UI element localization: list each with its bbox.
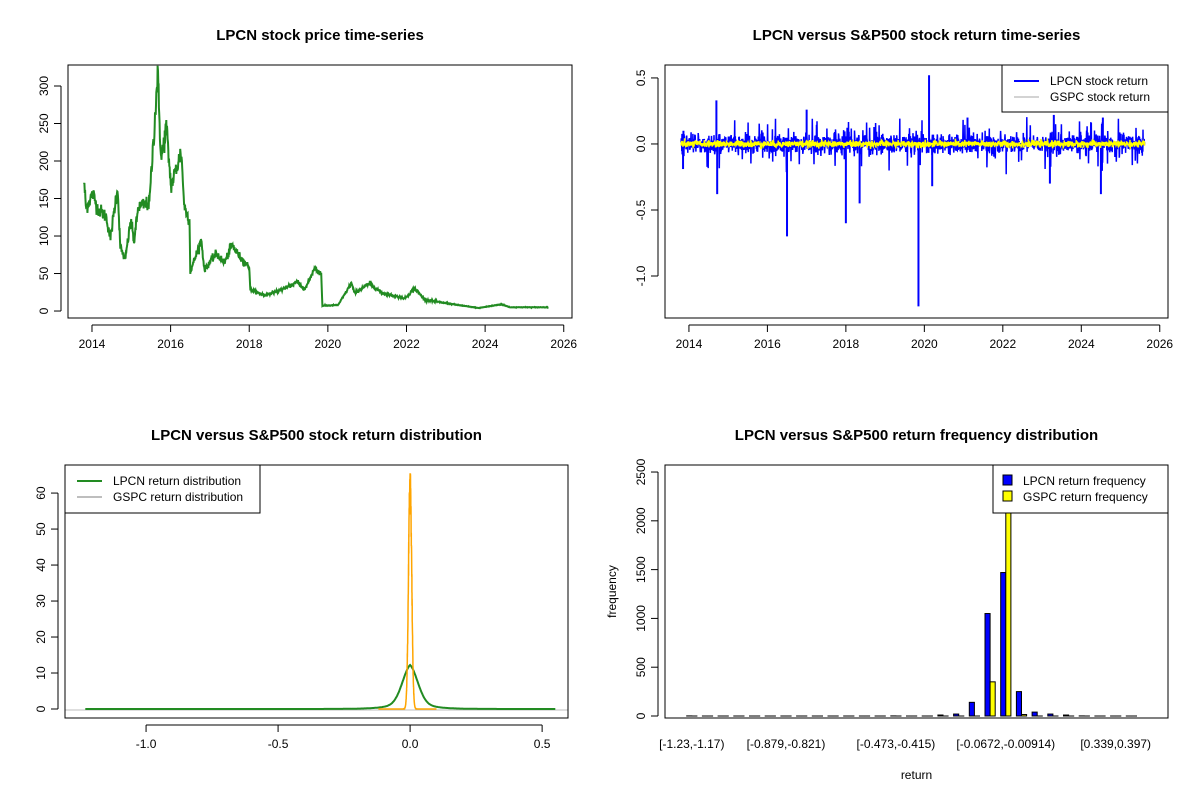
bar-gspc <box>1021 714 1028 717</box>
x-tick-label: 0.5 <box>534 737 551 751</box>
x-tick-label: [-1.23,-1.17) <box>659 737 724 751</box>
panel-2: LPCN versus S&P500 stock return time-ser… <box>634 27 1173 351</box>
y-tick-label: 150 <box>37 188 51 208</box>
y-axis: 0 500 1000 1500 2000 2500 <box>634 458 659 719</box>
y-tick-label: 0 <box>34 705 48 712</box>
x-tick-label: 0.0 <box>402 737 419 751</box>
legend-label: LPCN return frequency <box>1023 474 1146 488</box>
density-gspc <box>378 473 437 710</box>
plot-box <box>64 464 569 719</box>
x-tick-label: 2020 <box>911 337 938 351</box>
bar-lpcn <box>1031 711 1038 717</box>
bar-lpcn <box>1063 714 1070 717</box>
legend-label: LPCN return distribution <box>113 474 241 488</box>
y-tick-label: 2500 <box>634 458 648 485</box>
bar-lpcn <box>1000 572 1007 717</box>
y-tick-label: 20 <box>34 630 48 644</box>
legend: LPCN stock return GSPC stock return <box>1001 64 1169 113</box>
legend-box <box>992 464 1169 514</box>
panel-4: LPCN versus S&P500 return frequency dist… <box>605 427 1169 782</box>
plot-box <box>664 64 1169 319</box>
x-tick-label: 2024 <box>472 337 499 351</box>
y-tick-label: 0 <box>634 712 648 719</box>
y-tick-label: 1500 <box>634 556 648 583</box>
y-tick-label: 500 <box>634 657 648 677</box>
x-tick-label: 2018 <box>833 337 860 351</box>
bar-lpcn <box>1015 691 1023 717</box>
legend-label: LPCN stock return <box>1050 74 1148 88</box>
bar-lpcn <box>968 701 975 717</box>
x-tick-label: 2018 <box>236 337 263 351</box>
x-tick-label: [0.339,0.397) <box>1080 737 1151 751</box>
x-tick-label: 2020 <box>315 337 342 351</box>
x-tick-label: 2026 <box>1146 337 1173 351</box>
chart-title: LPCN versus S&P500 stock return time-ser… <box>753 27 1081 44</box>
x-tick-label: 2024 <box>1068 337 1095 351</box>
bar-lpcn <box>984 613 991 717</box>
y-tick-label: 30 <box>34 594 48 608</box>
y-tick-label: 300 <box>37 76 51 96</box>
chart-title: LPCN stock price time-series <box>216 27 424 44</box>
legend-swatch <box>1002 474 1013 486</box>
y-tick-label: 200 <box>37 151 51 171</box>
bar-lpcn <box>953 713 960 717</box>
y-tick-label: -1.0 <box>634 265 648 286</box>
panel-1: LPCN stock price time-series 0 50 100 150 200… <box>37 27 577 351</box>
y-tick-label: 40 <box>34 558 48 572</box>
legend-label: GSPC return frequency <box>1023 490 1148 504</box>
plot-box <box>664 464 1169 719</box>
y-tick-label: 0.5 <box>634 69 648 86</box>
x-tick-label: 2016 <box>157 337 184 351</box>
series-gspc-return <box>680 137 1146 150</box>
y-tick-label: -0.5 <box>634 199 648 220</box>
bar-gspc <box>989 681 996 717</box>
panel-3: LPCN versus S&P500 stock return distribu… <box>34 427 569 751</box>
x-axis-label: return <box>901 768 932 782</box>
x-tick-label: 2026 <box>550 337 577 351</box>
legend-swatch <box>1002 490 1013 502</box>
legend: LPCN return distribution GSPC return dist… <box>64 464 261 514</box>
chart-title: LPCN versus S&P500 stock return distribu… <box>151 427 482 444</box>
x-tick-label: [-0.473,-0.415) <box>857 737 936 751</box>
y-tick-label: 0 <box>37 307 51 314</box>
y-tick-label: 50 <box>34 522 48 536</box>
y-tick-label: 100 <box>37 226 51 246</box>
x-tick-label: 2014 <box>676 337 703 351</box>
bar-lpcn <box>937 714 944 717</box>
x-tick-label: 2016 <box>754 337 781 351</box>
legend-label: GSPC return distribution <box>113 490 243 504</box>
legend-label: GSPC stock return <box>1050 90 1150 104</box>
legend-box <box>1001 64 1169 113</box>
y-tick-label: 60 <box>34 486 48 500</box>
y-tick-label: 250 <box>37 113 51 133</box>
x-tick-label: 2014 <box>79 337 106 351</box>
chart-title: LPCN versus S&P500 return frequency dist… <box>735 427 1098 444</box>
bar-lpcn <box>1047 713 1054 717</box>
y-tick-label: 10 <box>34 666 48 680</box>
x-tick-label: [-0.879,-0.821) <box>747 737 826 751</box>
x-tick-label: 2022 <box>989 337 1016 351</box>
y-tick-label: 1000 <box>634 605 648 632</box>
y-tick-label: 2000 <box>634 507 648 534</box>
plot-box <box>67 64 573 319</box>
x-tick-label: [-0.0672,-0.00914) <box>956 737 1055 751</box>
x-tick-label: -0.5 <box>268 737 289 751</box>
series-lpcn-price <box>83 65 549 310</box>
x-tick-label: -1.0 <box>136 737 157 751</box>
y-tick-label: 0.0 <box>634 135 648 152</box>
x-tick-label: 2022 <box>393 337 420 351</box>
legend-box <box>64 464 261 514</box>
y-axis-label: frequency <box>605 565 619 618</box>
legend: LPCN return frequency GSPC return frequen… <box>992 464 1169 514</box>
density-lpcn <box>85 663 556 710</box>
y-tick-label: 50 <box>37 267 51 281</box>
